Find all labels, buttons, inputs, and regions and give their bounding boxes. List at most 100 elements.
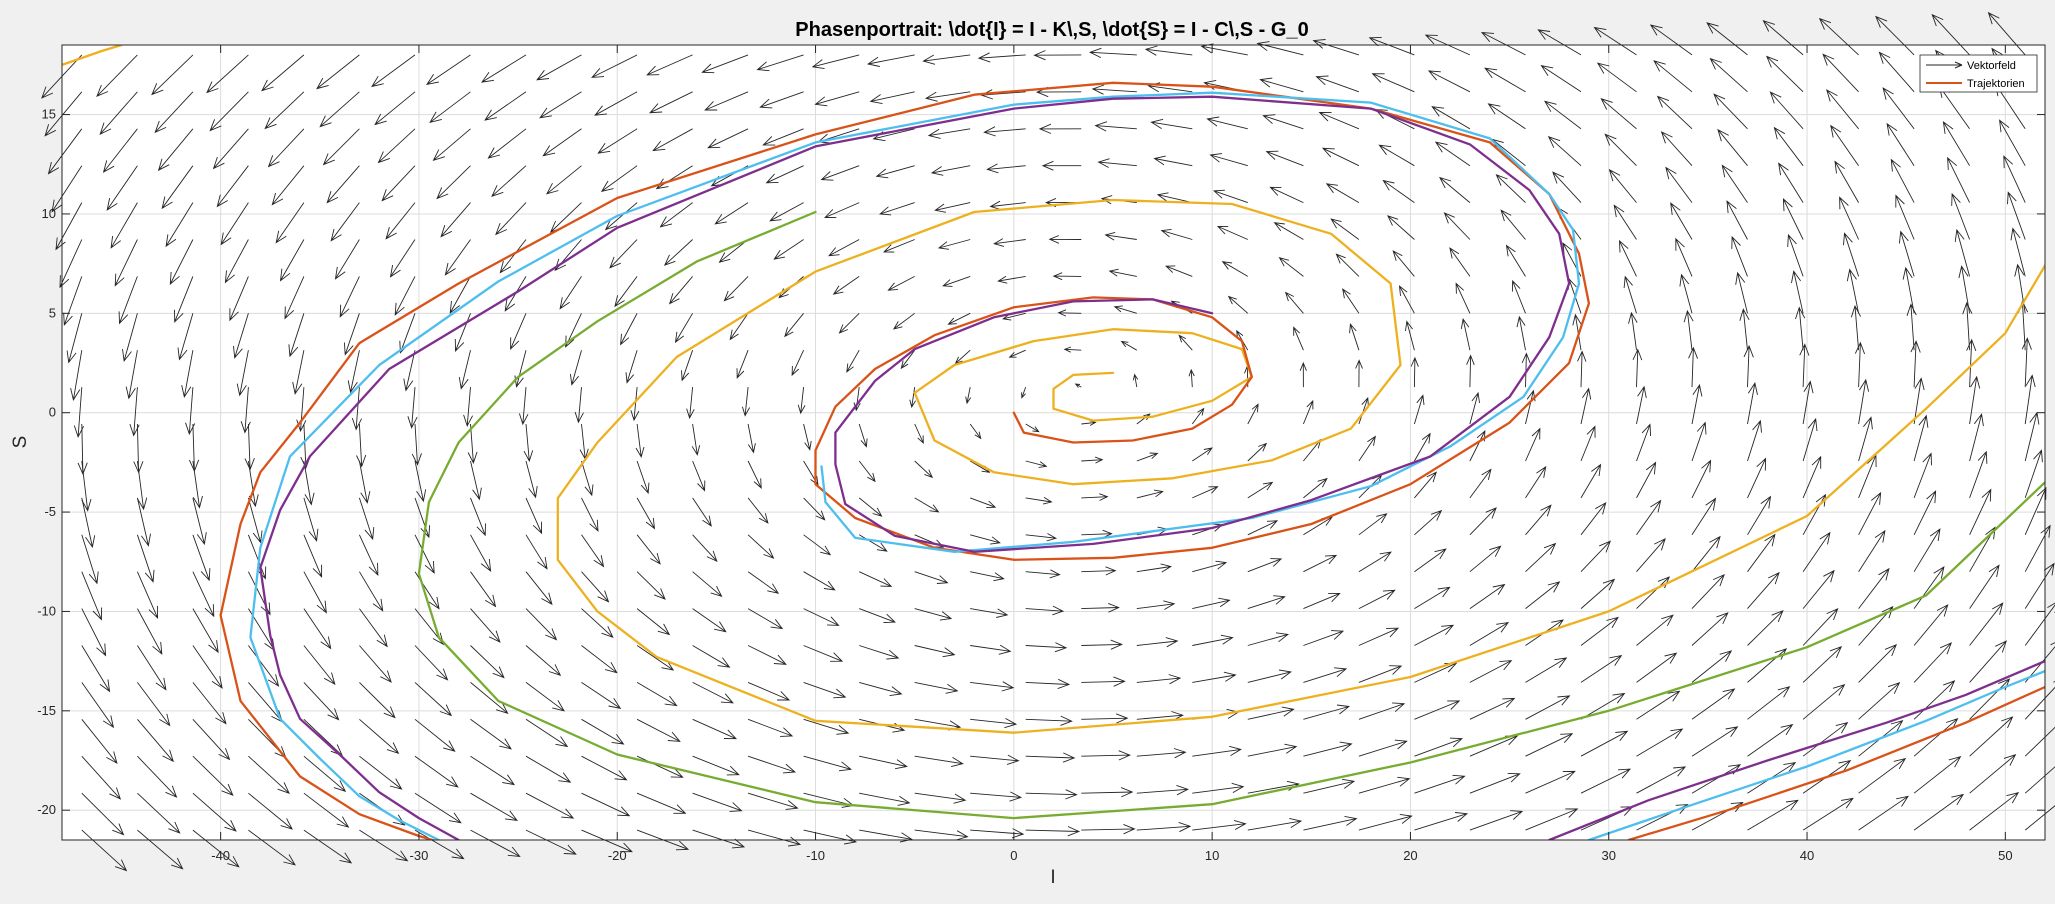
vector-arrow <box>581 497 599 532</box>
vector-arrow <box>169 239 194 286</box>
vector-arrow <box>1778 162 1804 203</box>
vector-arrow <box>1358 776 1411 794</box>
vector-arrow <box>1247 743 1298 757</box>
vector-arrow <box>659 202 693 228</box>
vector-arrow <box>1368 36 1415 56</box>
vector-arrow <box>630 387 640 422</box>
vector-arrow <box>1136 674 1182 685</box>
vector-arrow <box>2024 766 2055 794</box>
vector-arrow <box>358 460 371 504</box>
vector-arrow <box>1721 164 1748 203</box>
vector-arrow <box>1613 204 1637 240</box>
vector-arrow <box>1913 490 1937 535</box>
vector-arrow <box>1434 141 1471 167</box>
vector-arrow <box>707 128 749 149</box>
vector-arrow <box>559 276 582 310</box>
vector-arrow <box>1969 792 2020 831</box>
vector-arrow <box>1969 754 2017 794</box>
vector-arrow <box>192 755 234 797</box>
vector-arrow <box>1025 826 1081 837</box>
vector-arrow <box>359 755 403 790</box>
legend-vector-arrowhead <box>1954 61 1963 69</box>
vector-arrow <box>303 497 319 542</box>
vector-arrow <box>1342 288 1360 314</box>
vector-arrow <box>1577 350 1587 388</box>
vector-arrow <box>1097 158 1137 168</box>
vector-arrow <box>1691 459 1712 499</box>
vector-arrow <box>1178 334 1193 351</box>
vector-arrow <box>1038 123 1082 134</box>
vector-arrow <box>692 829 746 849</box>
vector-arrow <box>151 54 194 96</box>
vector-arrow <box>359 718 400 755</box>
vector-arrow <box>1802 684 1846 720</box>
vector-arrow <box>1192 634 1234 646</box>
vector-arrow <box>1405 320 1415 351</box>
vector-arrow <box>747 755 797 774</box>
vector-arrow <box>264 91 305 130</box>
vector-arrow <box>970 828 1025 839</box>
x-tick-label: 10 <box>1205 848 1219 863</box>
vector-arrow <box>832 276 860 295</box>
vector-arrow <box>581 792 631 817</box>
trajectory-3 <box>219 81 1591 840</box>
trajectory-5 <box>259 95 1571 840</box>
vector-arrow <box>411 423 422 466</box>
vector-arrow <box>1688 346 1699 388</box>
vector-arrow <box>394 276 416 316</box>
vector-arrow <box>292 350 305 395</box>
vector-arrow <box>1580 730 1629 757</box>
vector-arrow <box>1969 413 1984 462</box>
vector-arrow <box>192 718 231 761</box>
vector-arrow <box>636 608 671 636</box>
vector-arrow <box>1802 722 1849 757</box>
vector-arrow <box>426 54 471 86</box>
vector-arrow <box>1987 11 2026 56</box>
vector-arrow <box>609 239 638 269</box>
vector-arrow <box>1525 808 1579 831</box>
vector-arrow <box>1414 624 1455 646</box>
vector-arrow <box>1951 192 1971 240</box>
vector-arrow <box>1580 768 1632 794</box>
vector-arrow <box>692 792 743 812</box>
vector-arrow <box>1088 47 1137 59</box>
vector-arrow <box>192 534 211 582</box>
vector-arrow <box>66 313 83 364</box>
vector-arrow <box>1431 106 1471 130</box>
vector-arrow <box>1747 609 1784 646</box>
vector-arrow <box>1469 772 1521 794</box>
vector-arrow <box>495 202 527 236</box>
vector-arrow <box>1192 597 1231 610</box>
vector-arrow <box>581 645 618 674</box>
vector-arrow <box>900 349 916 370</box>
vector-arrow <box>470 792 518 821</box>
vector-arrow <box>2024 602 2055 646</box>
vector-arrow <box>303 534 323 578</box>
vector-arrow <box>414 792 462 824</box>
vector-arrow <box>574 387 584 424</box>
vector-arrow <box>2003 155 2026 203</box>
vector-arrow <box>692 497 712 527</box>
vector-arrow <box>1902 266 1915 314</box>
vector-arrow <box>356 423 367 468</box>
vector-arrow <box>1636 461 1657 499</box>
vector-arrow <box>1312 39 1360 56</box>
vector-arrow <box>636 682 678 707</box>
vector-arrow <box>965 387 972 405</box>
vector-arrow <box>248 755 290 794</box>
vector-arrow <box>970 681 1015 692</box>
vector-arrow <box>581 718 625 745</box>
vector-arrow <box>523 423 534 463</box>
vector-arrow <box>499 239 527 274</box>
vector-arrow <box>1858 643 1898 683</box>
vector-arrow <box>1144 45 1193 56</box>
vector-arrow <box>174 276 194 323</box>
vector-arrow <box>1731 235 1748 277</box>
vector-arrow <box>803 681 847 699</box>
vector-arrow <box>1802 569 1835 609</box>
vector-arrow <box>192 571 215 618</box>
vector-arrow <box>1330 218 1360 240</box>
vector-arrow <box>1543 100 1582 130</box>
vector-arrow <box>114 239 138 287</box>
vector-arrow <box>491 165 527 197</box>
